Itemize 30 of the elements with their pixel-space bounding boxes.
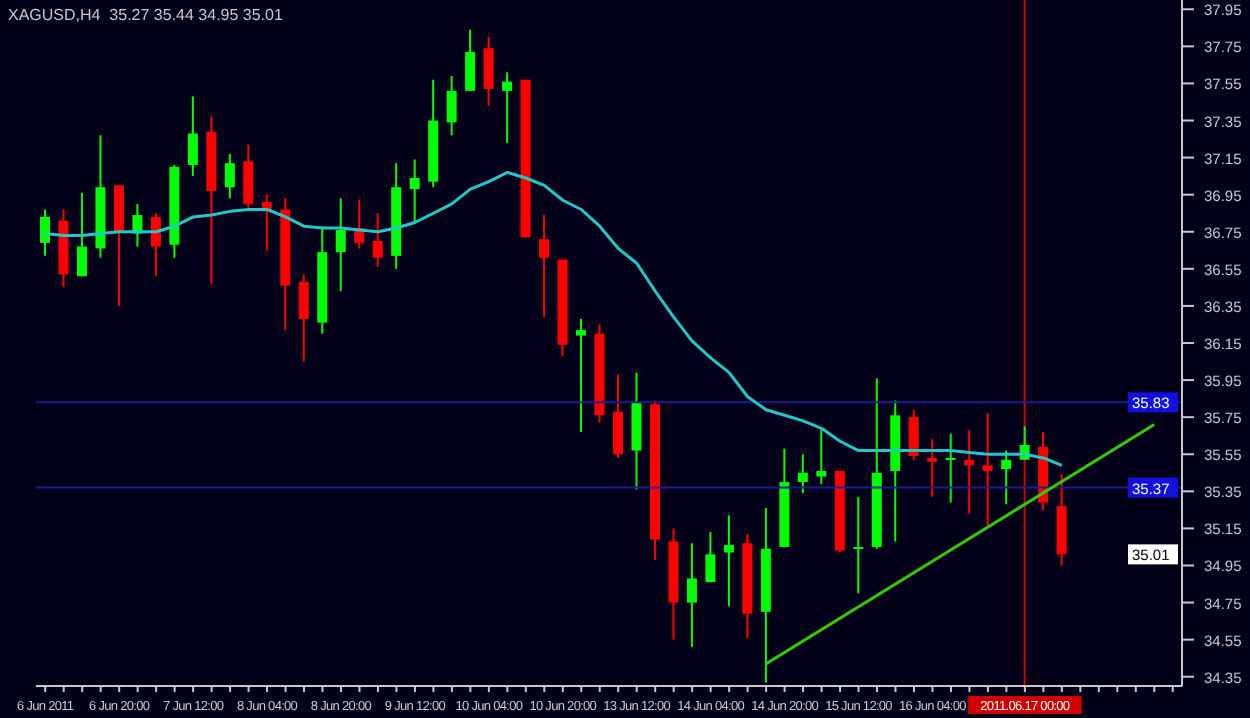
- candlestick: [927, 438, 938, 498]
- candlestick: [243, 143, 254, 211]
- candlestick: [945, 432, 956, 504]
- candlestick: [539, 214, 550, 319]
- candlestick: [113, 184, 124, 307]
- candlestick: [613, 373, 623, 459]
- candlestick: [1001, 449, 1012, 506]
- candlestick: [298, 273, 309, 363]
- candlestick: [446, 75, 457, 137]
- candlestick: [502, 71, 513, 144]
- candlestick: [723, 514, 734, 608]
- candlestick: [465, 28, 476, 92]
- candlestick: [982, 412, 993, 528]
- candlestick: [797, 453, 808, 495]
- candlestick: [409, 158, 420, 224]
- candlestick: [576, 317, 587, 433]
- candlestick: [908, 408, 919, 461]
- candlestick: [40, 208, 50, 257]
- chart-title: XAGUSD,H4 35.27 35.44 34.95 35.01: [8, 6, 283, 24]
- candlestick: [150, 212, 161, 278]
- candlestick: [76, 191, 87, 278]
- candlestick: [853, 495, 864, 595]
- candlestick: [187, 95, 198, 178]
- candlestick: [335, 197, 346, 293]
- candlestick: [686, 542, 697, 649]
- line-series: [43, 170, 1064, 467]
- candlestick: [224, 152, 235, 200]
- candlestick: [483, 36, 494, 107]
- candlestick: [372, 212, 383, 268]
- candlestick: [705, 531, 716, 584]
